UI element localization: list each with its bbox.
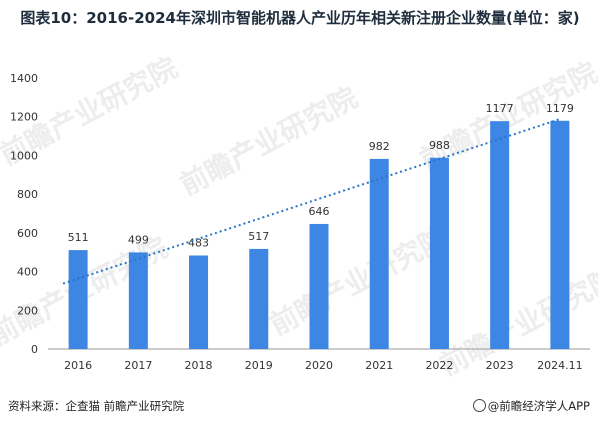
data-label: 1179 xyxy=(546,102,574,115)
data-label: 483 xyxy=(188,237,209,250)
bar xyxy=(490,121,510,349)
y-tick-label: 1200 xyxy=(10,111,38,124)
brand-credit: @前瞻经济学人APP xyxy=(472,398,590,414)
x-tick-label: 2024.11 xyxy=(537,359,583,372)
data-label: 499 xyxy=(128,233,149,246)
brand-label: @前瞻经济学人APP xyxy=(487,399,590,413)
x-tick-label: 2022 xyxy=(425,359,453,372)
data-label: 982 xyxy=(369,140,390,153)
bar xyxy=(429,157,449,349)
data-label: 1177 xyxy=(486,102,514,115)
bar xyxy=(128,252,148,349)
x-tick-label: 2019 xyxy=(245,359,273,372)
y-tick-label: 400 xyxy=(17,266,38,279)
y-tick-label: 200 xyxy=(17,304,38,317)
bar xyxy=(68,250,88,349)
x-tick-label: 2020 xyxy=(305,359,333,372)
bar xyxy=(309,223,329,349)
chart-title: 图表10：2016-2024年深圳市智能机器人产业历年相关新注册企业数量(单位：… xyxy=(20,9,580,27)
y-tick-label: 1400 xyxy=(10,72,38,85)
brand-logo-icon xyxy=(472,399,486,412)
bar xyxy=(249,248,269,349)
y-tick-label: 0 xyxy=(31,343,38,356)
trendline xyxy=(62,118,561,285)
x-tick-label: 2017 xyxy=(124,359,152,372)
x-tick-label: 2021 xyxy=(365,359,393,372)
data-label: 511 xyxy=(68,231,89,244)
x-tick-label: 2023 xyxy=(486,359,514,372)
x-tick-label: 2016 xyxy=(64,359,92,372)
y-tick-label: 800 xyxy=(17,188,38,201)
footer: 资料来源：企查猫 前瞻产业研究院 @前瞻经济学人APP xyxy=(8,398,590,414)
data-label: 646 xyxy=(309,205,330,218)
data-label: 517 xyxy=(248,230,269,243)
source-note: 资料来源：企查猫 前瞻产业研究院 xyxy=(8,399,185,413)
x-tick-label: 2018 xyxy=(185,359,213,372)
y-tick-label: 600 xyxy=(17,227,38,240)
bar xyxy=(550,120,570,349)
y-tick-label: 1000 xyxy=(10,149,38,162)
bar xyxy=(369,158,389,349)
bar xyxy=(189,255,209,349)
data-label: 988 xyxy=(429,139,450,152)
